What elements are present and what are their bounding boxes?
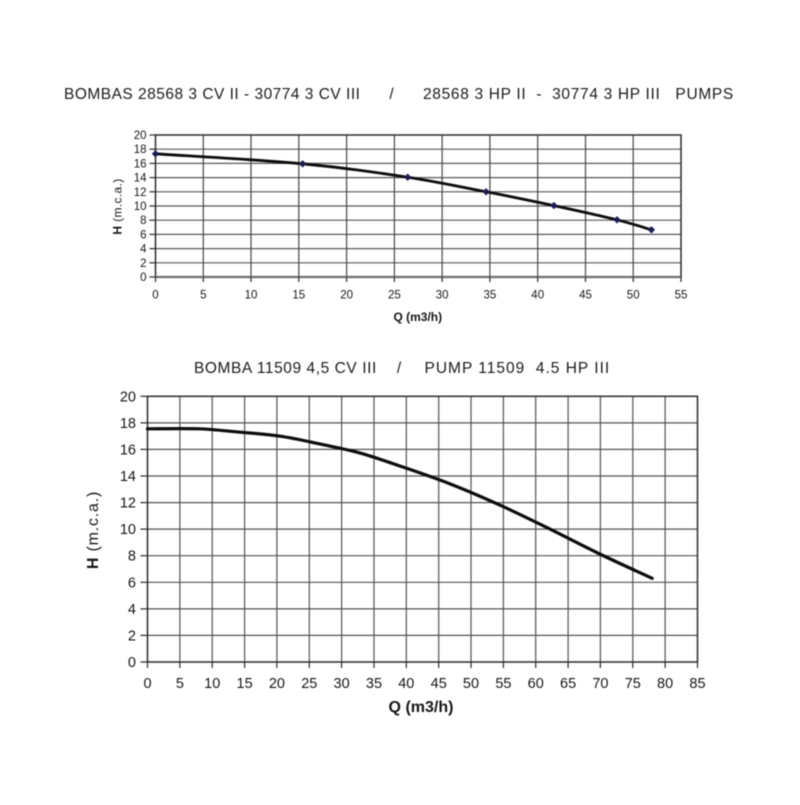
svg-text:20: 20	[134, 130, 147, 142]
svg-text:50: 50	[463, 676, 479, 692]
svg-text:0: 0	[128, 655, 136, 671]
svg-text:BOMBAS 28568 3 CV II - 30774 3: BOMBAS 28568 3 CV II - 30774 3 CV III	[64, 86, 360, 103]
svg-text:14: 14	[120, 469, 136, 485]
svg-text:0: 0	[152, 290, 158, 302]
svg-text:18: 18	[120, 416, 136, 432]
svg-text:4: 4	[128, 602, 136, 618]
svg-text:BOMBA 11509 4,5 CV III: BOMBA 11509 4,5 CV III	[194, 360, 377, 377]
svg-text:55: 55	[495, 676, 511, 692]
svg-text:5: 5	[200, 290, 206, 302]
svg-text:16: 16	[120, 442, 136, 458]
svg-text:Q (m3/h): Q (m3/h)	[393, 310, 442, 324]
svg-text:50: 50	[627, 290, 640, 302]
svg-text:6: 6	[140, 229, 146, 241]
svg-text:30: 30	[334, 676, 350, 692]
svg-text:H (m.c.a.): H (m.c.a.)	[85, 491, 102, 569]
svg-text:30: 30	[436, 290, 449, 302]
svg-text:35: 35	[484, 290, 497, 302]
svg-text:/: /	[397, 360, 402, 377]
svg-text:6: 6	[128, 575, 136, 591]
svg-text:40: 40	[531, 290, 544, 302]
svg-text:2: 2	[128, 628, 136, 644]
svg-text:35: 35	[366, 676, 382, 692]
svg-text:65: 65	[560, 676, 576, 692]
svg-text:20: 20	[340, 290, 353, 302]
svg-text:40: 40	[398, 676, 414, 692]
svg-text:25: 25	[388, 290, 401, 302]
svg-text:45: 45	[431, 676, 447, 692]
svg-text:10: 10	[245, 290, 258, 302]
svg-text:8: 8	[140, 215, 146, 227]
svg-text:4: 4	[140, 244, 147, 256]
svg-text:25: 25	[301, 676, 317, 692]
svg-text:10: 10	[204, 676, 220, 692]
svg-text:/: /	[389, 86, 394, 103]
svg-text:28568 3 HP II - 30774 3 HP I: 28568 3 HP II - 30774 3 HP III PUMPS	[423, 86, 734, 103]
svg-text:H (m.c.a.): H (m.c.a.)	[111, 178, 125, 234]
svg-text:85: 85	[689, 676, 705, 692]
svg-text:20: 20	[269, 676, 285, 692]
svg-text:0: 0	[143, 676, 151, 692]
svg-text:60: 60	[528, 676, 544, 692]
svg-text:10: 10	[120, 522, 136, 538]
svg-text:8: 8	[128, 549, 136, 565]
svg-text:20: 20	[120, 389, 136, 405]
svg-text:5: 5	[176, 676, 184, 692]
svg-text:0: 0	[140, 272, 146, 284]
svg-text:14: 14	[134, 173, 147, 185]
svg-text:18: 18	[134, 144, 147, 156]
svg-text:15: 15	[237, 676, 253, 692]
svg-text:55: 55	[675, 290, 688, 302]
svg-text:12: 12	[134, 187, 147, 199]
svg-text:PUMP 11509 4.5 HP III: PUMP 11509 4.5 HP III	[425, 360, 611, 377]
svg-text:Q (m3/h): Q (m3/h)	[389, 699, 454, 716]
svg-text:12: 12	[120, 496, 136, 512]
svg-text:16: 16	[134, 158, 147, 170]
svg-text:2: 2	[140, 258, 146, 270]
svg-text:45: 45	[579, 290, 592, 302]
svg-text:75: 75	[625, 676, 641, 692]
svg-text:70: 70	[592, 676, 608, 692]
svg-text:15: 15	[292, 290, 305, 302]
svg-text:10: 10	[134, 201, 147, 213]
svg-text:80: 80	[657, 676, 673, 692]
